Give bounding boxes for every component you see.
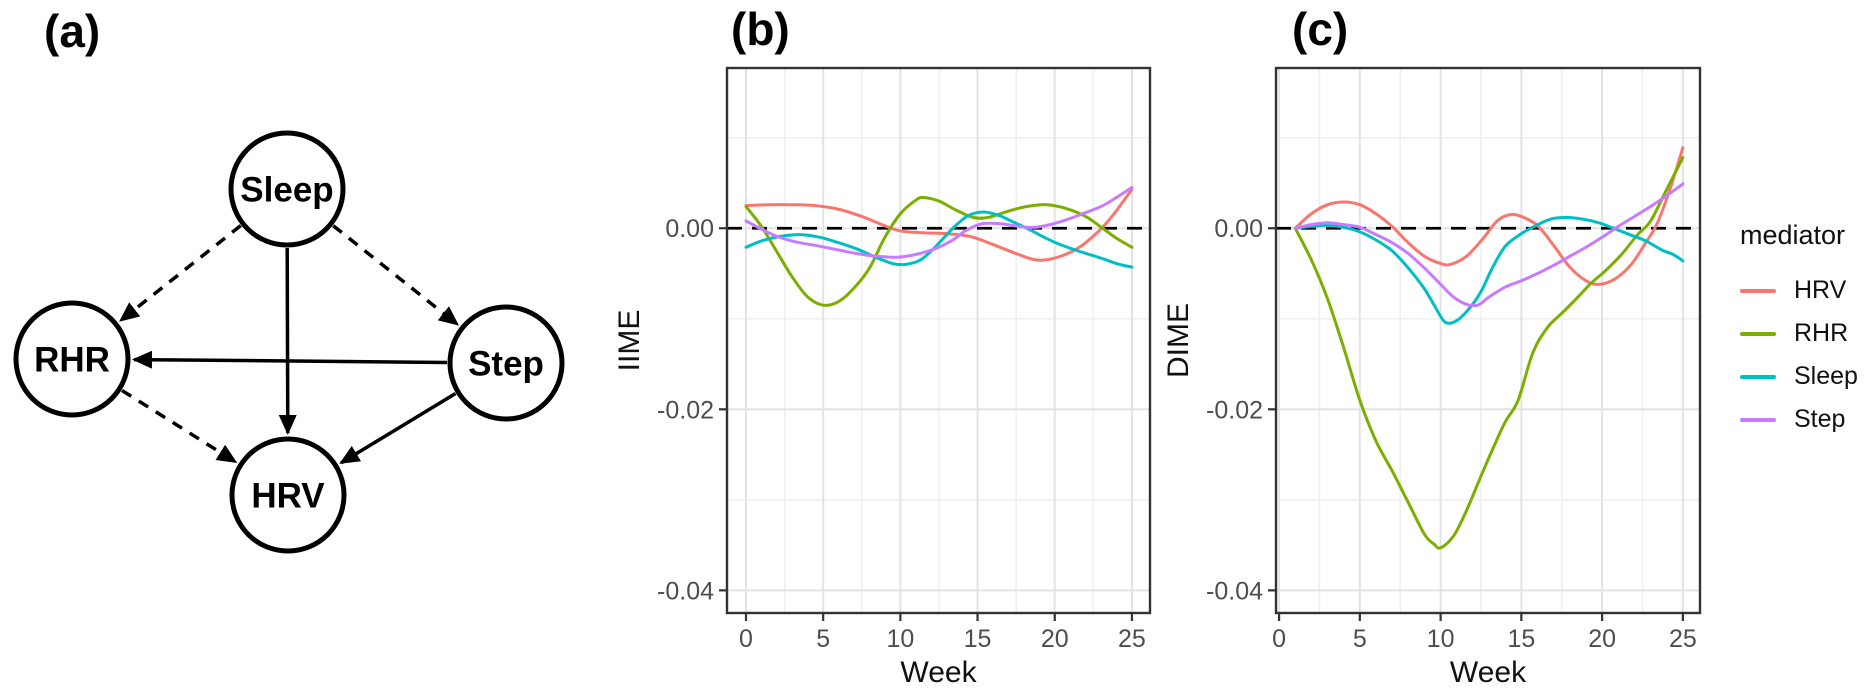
y-tick-label--0.02: -0.02 bbox=[1206, 396, 1263, 424]
x-tick-label-25: 25 bbox=[1118, 625, 1146, 653]
chart-c-series-line-hrv bbox=[1293, 146, 1685, 286]
diagram-node-rhr: RHR bbox=[13, 300, 131, 418]
legend-key-line-rhr bbox=[1740, 331, 1776, 336]
edge-step-to-hrv-arrow bbox=[339, 392, 457, 465]
y-tick-label-0.00: 0.00 bbox=[1214, 215, 1263, 243]
legend-entry-rhr: RHR bbox=[1740, 312, 1866, 355]
chart-c-x-axis-title: Week bbox=[1450, 656, 1527, 689]
legend-title: mediator bbox=[1740, 220, 1846, 250]
chart-b-x-axis-title: Week bbox=[900, 656, 977, 689]
x-tick-label-15: 15 bbox=[1507, 625, 1535, 653]
panel-a-label: (a) bbox=[44, 5, 101, 57]
chart-b-minor-gridlines bbox=[727, 68, 1150, 613]
x-tick-label-25: 25 bbox=[1669, 625, 1697, 653]
legend-label-rhr: RHR bbox=[1794, 319, 1849, 347]
node-label-rhr: RHR bbox=[34, 341, 110, 380]
iime-chart: 0 5 10 15 20 25 0.00 -0.02 -0.04 Week IIME bbox=[613, 66, 1152, 689]
chart-c-series-line-sleep bbox=[1293, 215, 1685, 325]
x-tick-label-10: 10 bbox=[886, 625, 914, 653]
legend-entries: HRV RHR Sleep Step bbox=[1740, 269, 1866, 441]
x-tick-label-5: 5 bbox=[1353, 625, 1367, 653]
edge-step-to-rhr-arrow bbox=[131, 350, 448, 369]
legend-label-sleep: Sleep bbox=[1794, 362, 1858, 390]
chart-b-series-line-rhr bbox=[744, 195, 1134, 307]
x-tick-label-15: 15 bbox=[964, 625, 992, 653]
y-tick-label-0.00: 0.00 bbox=[665, 215, 714, 243]
edge-sleep-to-step-arrow bbox=[332, 224, 460, 326]
chart-c-series-line-step bbox=[1293, 182, 1685, 308]
chart-c-series-line-rhr bbox=[1293, 156, 1685, 550]
chart-c-panel-border bbox=[1274, 66, 1702, 615]
panel-c-label: (c) bbox=[1292, 3, 1349, 55]
legend-entry-step: Step bbox=[1740, 398, 1866, 441]
edge-sleep-to-hrv-arrow bbox=[278, 247, 297, 436]
x-tick-label-20: 20 bbox=[1041, 625, 1069, 653]
panel-b-label: (b) bbox=[731, 3, 790, 55]
chart-b-series-line-step bbox=[744, 186, 1134, 259]
legend-label-step: Step bbox=[1794, 405, 1846, 433]
node-circle-sleep bbox=[228, 130, 346, 248]
legend-key-line-step bbox=[1740, 417, 1776, 422]
causal-diagram: Sleep RHR Step HRV bbox=[13, 130, 565, 554]
edge-rhr-to-hrv-arrow bbox=[120, 388, 238, 464]
node-label-hrv: HRV bbox=[251, 477, 325, 516]
node-circle-hrv bbox=[229, 436, 347, 554]
y-tick-label--0.04: -0.04 bbox=[657, 577, 714, 605]
legend-key-line-sleep bbox=[1740, 374, 1776, 379]
node-circle-rhr bbox=[13, 300, 131, 418]
x-tick-label-0: 0 bbox=[1272, 625, 1286, 653]
chart-b-panel-border bbox=[725, 66, 1152, 615]
chart-c-axis-ticks bbox=[1268, 227, 1684, 621]
legend-entry-sleep: Sleep bbox=[1740, 355, 1866, 398]
chart-b-y-axis-title: IIME bbox=[613, 310, 646, 372]
legend-entry-hrv: HRV bbox=[1740, 269, 1866, 312]
dime-chart: 0 5 10 15 20 25 0.00 -0.02 -0.04 Week DIME bbox=[1162, 66, 1702, 689]
x-tick-label-10: 10 bbox=[1427, 625, 1455, 653]
edge-sleep-to-rhr-arrow bbox=[119, 224, 242, 322]
chart-c-panel-background bbox=[1276, 68, 1700, 613]
x-tick-label-0: 0 bbox=[739, 625, 753, 653]
legend-label-hrv: HRV bbox=[1794, 276, 1847, 304]
chart-legend: mediator HRV RHR Sleep Step bbox=[1740, 220, 1866, 441]
chart-c-minor-gridlines bbox=[1276, 68, 1700, 613]
y-tick-label--0.04: -0.04 bbox=[1206, 577, 1263, 605]
x-tick-label-20: 20 bbox=[1588, 625, 1616, 653]
node-circle-step bbox=[447, 304, 565, 422]
x-tick-label-5: 5 bbox=[816, 625, 830, 653]
legend-key-line-hrv bbox=[1740, 288, 1776, 293]
diagram-node-step: Step bbox=[447, 304, 565, 422]
y-tick-label--0.02: -0.02 bbox=[657, 396, 714, 424]
diagram-node-sleep: Sleep bbox=[228, 130, 346, 248]
node-label-sleep: Sleep bbox=[240, 171, 333, 210]
chart-b-series-line-sleep bbox=[744, 210, 1134, 269]
diagram-node-hrv: HRV bbox=[229, 436, 347, 554]
chart-b-axis-ticks bbox=[719, 227, 1134, 621]
chart-c-y-axis-title: DIME bbox=[1162, 303, 1195, 378]
node-label-step: Step bbox=[468, 345, 544, 384]
